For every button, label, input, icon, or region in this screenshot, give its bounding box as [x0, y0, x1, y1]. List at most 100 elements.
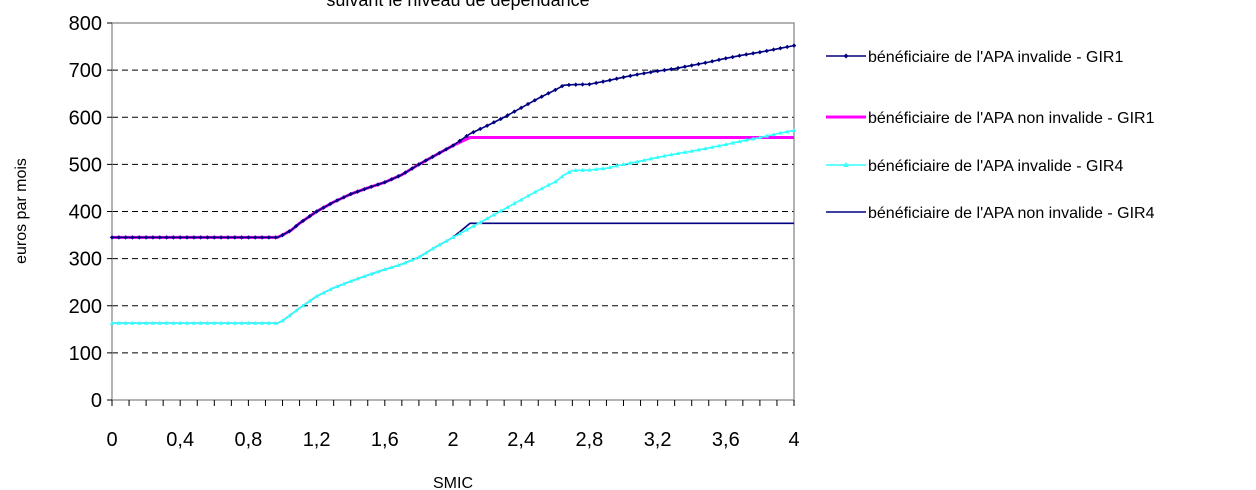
- series-point: [130, 235, 135, 240]
- series-point: [771, 47, 776, 52]
- series-point: [321, 290, 326, 295]
- series-point: [300, 218, 306, 224]
- series-line: [112, 129, 795, 324]
- y-tick-label: 500: [69, 154, 102, 176]
- series-point: [457, 138, 463, 144]
- series-point: [484, 216, 490, 221]
- series-point: [737, 53, 742, 58]
- series-point: [791, 128, 797, 133]
- series-point: [662, 153, 667, 158]
- series-point: [171, 320, 176, 325]
- series-point: [416, 162, 422, 167]
- series-point: [723, 142, 728, 147]
- series-point: [696, 147, 701, 152]
- series-point: [655, 154, 660, 159]
- series-point: [150, 320, 156, 325]
- series-point: [198, 235, 203, 240]
- legend-item: bénéficiaire de l'APA invalide - GIR1: [826, 49, 1123, 66]
- series-point: [457, 231, 463, 236]
- series-point: [137, 320, 142, 325]
- y-tick-label: 400: [69, 202, 102, 224]
- series-point: [280, 318, 285, 323]
- series-point: [546, 91, 551, 96]
- series-point: [757, 135, 763, 140]
- series-point: [437, 242, 442, 247]
- series-point: [300, 303, 306, 308]
- series-point: [716, 143, 722, 148]
- series-point: [109, 235, 115, 240]
- series-point: [123, 235, 128, 240]
- series-point: [607, 78, 613, 83]
- series-point: [750, 51, 756, 56]
- series-point: [757, 50, 763, 55]
- series-point: [641, 71, 647, 76]
- legend-item: bénéficiaire de l'APA non invalide - GIR…: [826, 110, 1155, 127]
- series-point: [484, 123, 490, 128]
- series-point: [641, 157, 647, 162]
- x-tick-label: 1,6: [371, 429, 399, 451]
- series-point: [478, 219, 483, 224]
- series-point: [778, 130, 783, 135]
- series-point: [293, 308, 299, 313]
- series-point: [178, 320, 183, 325]
- series-point: [396, 262, 401, 267]
- series-point: [634, 159, 640, 164]
- series-point: [232, 320, 237, 325]
- series-point: [471, 223, 476, 228]
- series-point: [559, 83, 565, 89]
- series-line: [112, 44, 795, 239]
- series-point: [212, 235, 217, 240]
- series-point: [396, 174, 401, 179]
- y-tick-label: 700: [69, 60, 102, 82]
- series-point: [621, 74, 626, 80]
- series-point: [239, 320, 244, 325]
- series-point: [198, 320, 203, 325]
- series-point: [239, 235, 244, 240]
- series-point: [750, 136, 756, 141]
- series-point: [205, 235, 210, 240]
- x-tick-label: 0: [106, 429, 117, 451]
- y-tick-label: 200: [69, 296, 102, 318]
- series-point: [164, 320, 169, 325]
- series-point: [375, 182, 381, 187]
- series-point: [621, 161, 626, 166]
- series-point: [450, 143, 456, 148]
- series-point: [334, 198, 340, 203]
- series-point: [253, 235, 258, 240]
- series-point: [341, 195, 347, 200]
- series-point: [321, 205, 326, 210]
- series-point: [355, 189, 360, 194]
- series-point: [491, 120, 497, 125]
- series-point: [703, 60, 708, 65]
- series-point: [464, 133, 469, 139]
- y-axis-title: euros par mois: [13, 158, 30, 264]
- series-point: [791, 43, 797, 48]
- series-point: [164, 235, 169, 240]
- series-point: [580, 167, 585, 172]
- series-point: [109, 320, 115, 325]
- x-tick-label: 2,8: [575, 429, 603, 451]
- series-point: [662, 67, 667, 73]
- series-point: [403, 170, 408, 175]
- series-point: [669, 66, 674, 72]
- series-point: [191, 320, 197, 325]
- series-point: [703, 146, 708, 151]
- series-point: [341, 281, 347, 286]
- series-point: [709, 144, 715, 149]
- series-point: [519, 197, 524, 202]
- series-point: [184, 235, 190, 240]
- series-point: [709, 59, 715, 64]
- series-point: [253, 320, 258, 325]
- series-point: [293, 223, 299, 229]
- series-point: [512, 201, 517, 206]
- series-point: [143, 320, 149, 325]
- series-point: [150, 235, 156, 240]
- series-point: [184, 320, 190, 325]
- series-point: [559, 174, 565, 179]
- series-point: [232, 235, 237, 240]
- series-point: [655, 68, 660, 74]
- series-point: [716, 57, 722, 63]
- series-point: [675, 65, 681, 71]
- series-point: [130, 320, 135, 325]
- series-point: [566, 82, 572, 88]
